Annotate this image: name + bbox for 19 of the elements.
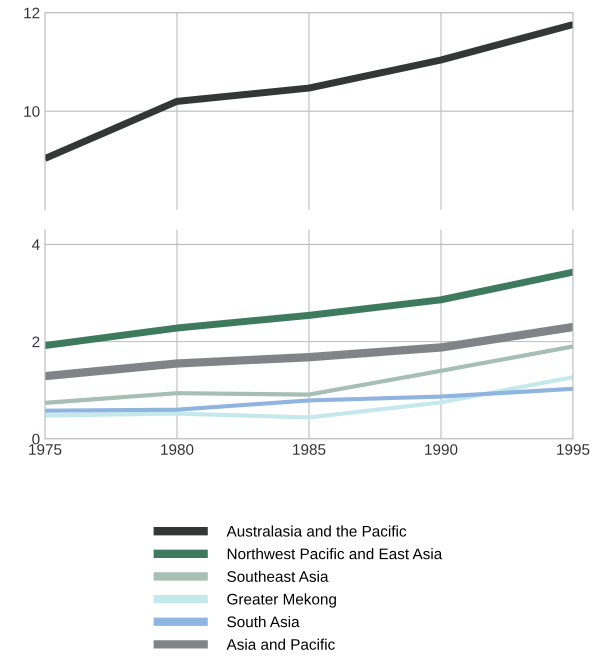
x-tick-label: 1975 xyxy=(29,444,62,455)
legend-label: Northwest Pacific and East Asia xyxy=(228,548,442,560)
y-tick-label: 4 xyxy=(32,239,40,250)
line-series xyxy=(45,386,573,413)
y-tick-label: 2 xyxy=(32,336,40,348)
legend-label: Australasia and the Pacific xyxy=(226,525,406,537)
line-series xyxy=(45,375,573,420)
line-series xyxy=(45,344,573,405)
legend-label: Greater Mekong xyxy=(227,593,336,608)
x-tick-label: 1980 xyxy=(161,444,194,455)
legend-label: Asia and Pacific xyxy=(226,638,335,650)
x-tick-label: 1985 xyxy=(293,444,326,455)
y-tick-label: 12 xyxy=(24,8,40,18)
y-tick-label: 0 xyxy=(32,434,40,445)
y-tick-label: 10 xyxy=(24,106,40,117)
x-tick-label: 1995 xyxy=(557,444,590,455)
legend-label: South Asia xyxy=(227,616,300,628)
x-tick-label: 1990 xyxy=(425,444,458,455)
legend-label: Southeast Asia xyxy=(227,570,328,582)
